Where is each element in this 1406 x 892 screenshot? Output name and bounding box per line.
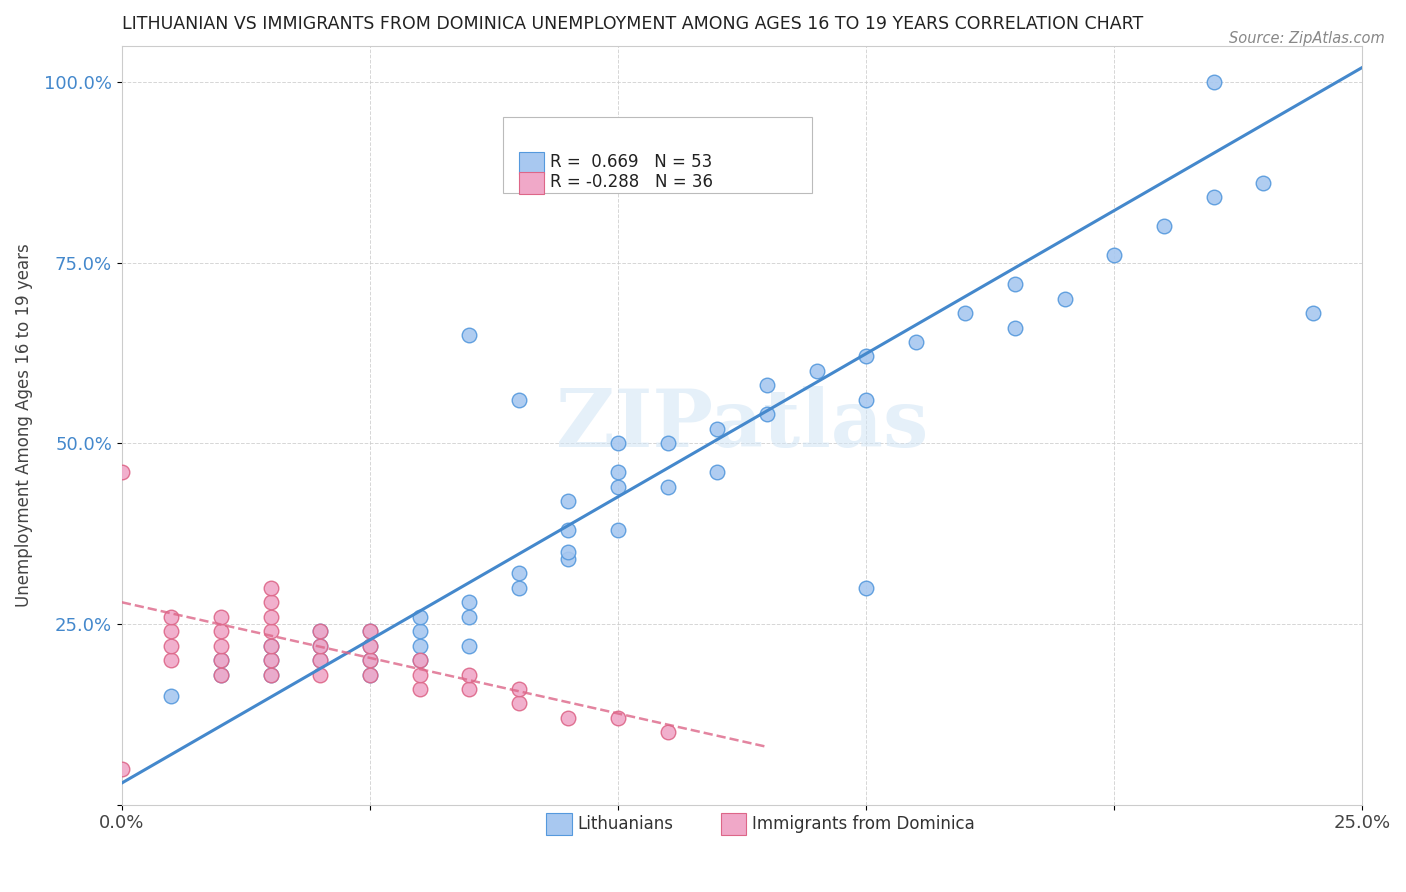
Point — [209, 653, 232, 667]
Point — [607, 436, 630, 450]
Point — [209, 624, 232, 639]
Point — [508, 392, 530, 407]
Text: R =  0.669   N = 53: R = 0.669 N = 53 — [550, 153, 713, 171]
Point — [1004, 277, 1026, 292]
Point — [806, 364, 828, 378]
Point — [755, 378, 778, 392]
Text: Source: ZipAtlas.com: Source: ZipAtlas.com — [1229, 31, 1385, 46]
Point — [458, 667, 481, 681]
Point — [359, 639, 381, 653]
Point — [111, 762, 134, 776]
Point — [260, 624, 283, 639]
Text: Immigrants from Dominica: Immigrants from Dominica — [751, 815, 974, 833]
Point — [260, 667, 283, 681]
Point — [557, 711, 579, 725]
Point — [458, 327, 481, 342]
Point — [309, 624, 332, 639]
Text: R = -0.288   N = 36: R = -0.288 N = 36 — [550, 173, 713, 191]
Point — [607, 480, 630, 494]
Point — [408, 681, 430, 696]
Point — [309, 653, 332, 667]
Point — [408, 639, 430, 653]
Point — [706, 422, 728, 436]
Point — [359, 653, 381, 667]
Point — [260, 653, 283, 667]
Point — [408, 667, 430, 681]
Point — [508, 697, 530, 711]
Point — [160, 624, 183, 639]
Point — [855, 581, 877, 595]
Point — [1004, 320, 1026, 334]
Point — [458, 595, 481, 609]
Point — [160, 653, 183, 667]
Point — [260, 595, 283, 609]
Point — [458, 681, 481, 696]
Point — [359, 624, 381, 639]
Point — [706, 465, 728, 479]
Point — [1202, 190, 1225, 204]
Point — [309, 639, 332, 653]
Point — [855, 350, 877, 364]
Y-axis label: Unemployment Among Ages 16 to 19 years: Unemployment Among Ages 16 to 19 years — [15, 244, 32, 607]
Point — [458, 639, 481, 653]
Point — [657, 725, 679, 739]
Point — [657, 436, 679, 450]
Point — [408, 653, 430, 667]
Point — [1104, 248, 1126, 262]
Point — [1202, 75, 1225, 89]
Point — [260, 639, 283, 653]
Point — [508, 681, 530, 696]
Point — [309, 639, 332, 653]
Point — [260, 653, 283, 667]
Point — [557, 494, 579, 508]
Text: LITHUANIAN VS IMMIGRANTS FROM DOMINICA UNEMPLOYMENT AMONG AGES 16 TO 19 YEARS CO: LITHUANIAN VS IMMIGRANTS FROM DOMINICA U… — [122, 15, 1143, 33]
Point — [160, 609, 183, 624]
Point — [607, 465, 630, 479]
Point — [557, 552, 579, 566]
Point — [359, 653, 381, 667]
Point — [408, 624, 430, 639]
Point — [309, 653, 332, 667]
Point — [657, 480, 679, 494]
Point — [260, 639, 283, 653]
Point — [260, 667, 283, 681]
Point — [955, 306, 977, 320]
Point — [557, 544, 579, 558]
Point — [160, 639, 183, 653]
Point — [209, 667, 232, 681]
Point — [607, 711, 630, 725]
Point — [1302, 306, 1324, 320]
Point — [359, 667, 381, 681]
Point — [309, 667, 332, 681]
Point — [557, 523, 579, 537]
Point — [260, 609, 283, 624]
Point — [359, 639, 381, 653]
Text: Lithuanians: Lithuanians — [578, 815, 673, 833]
Point — [160, 690, 183, 704]
Point — [209, 609, 232, 624]
Text: ZIPatlas: ZIPatlas — [555, 386, 928, 464]
Point — [359, 624, 381, 639]
Point — [408, 653, 430, 667]
Point — [458, 609, 481, 624]
Point — [855, 392, 877, 407]
Point — [209, 639, 232, 653]
Point — [209, 667, 232, 681]
Point — [260, 581, 283, 595]
Point — [209, 653, 232, 667]
Point — [508, 566, 530, 581]
Point — [1053, 292, 1076, 306]
Point — [309, 624, 332, 639]
Point — [755, 407, 778, 421]
Point — [1153, 219, 1175, 234]
Point — [1251, 176, 1274, 190]
Point — [607, 523, 630, 537]
Point — [904, 334, 927, 349]
Point — [408, 609, 430, 624]
Point — [359, 667, 381, 681]
Point — [508, 581, 530, 595]
Point — [111, 465, 134, 479]
